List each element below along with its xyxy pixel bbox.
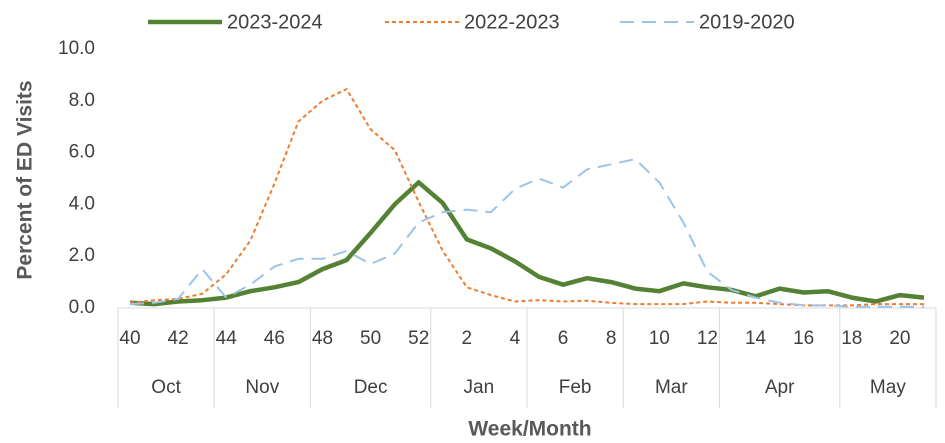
x-tick-label: 42 bbox=[168, 328, 189, 349]
x-tick-label: 14 bbox=[745, 328, 767, 349]
y-tick-label: 10.0 bbox=[58, 38, 95, 59]
x-tick-label: 50 bbox=[360, 328, 381, 349]
x-tick-label: 2 bbox=[462, 328, 473, 349]
month-label: Nov bbox=[245, 377, 279, 398]
x-tick-label: 52 bbox=[408, 328, 429, 349]
legend-label: 2022-2023 bbox=[464, 11, 560, 33]
y-tick-label: 8.0 bbox=[69, 90, 95, 111]
series-line bbox=[129, 180, 925, 307]
y-tick-label: 0.0 bbox=[69, 297, 95, 318]
x-tick-label: 20 bbox=[889, 328, 910, 349]
x-tick-label: 8 bbox=[606, 328, 617, 349]
x-tick-label: 44 bbox=[216, 328, 238, 349]
x-tick-label: 46 bbox=[264, 328, 285, 349]
y-axis-title: Percent of ED Visits bbox=[14, 80, 37, 279]
month-label: Feb bbox=[559, 377, 592, 398]
legend-label: 2019-2020 bbox=[699, 11, 795, 33]
series-line bbox=[129, 88, 924, 307]
y-tick-label: 2.0 bbox=[69, 245, 95, 266]
month-label: Mar bbox=[655, 377, 688, 398]
y-tick-label: 4.0 bbox=[69, 193, 95, 214]
x-axis-title: Week/Month bbox=[468, 418, 591, 441]
series-line bbox=[129, 158, 924, 308]
x-tick-label: 10 bbox=[649, 328, 670, 349]
x-tick-label: 18 bbox=[841, 328, 862, 349]
month-label: Jan bbox=[464, 377, 495, 398]
month-label: Dec bbox=[354, 377, 388, 398]
x-tick-label: 4 bbox=[510, 328, 521, 349]
x-tick-label: 40 bbox=[119, 328, 140, 349]
x-tick-label: 16 bbox=[793, 328, 814, 349]
x-tick-label: 6 bbox=[558, 328, 569, 349]
month-label: Oct bbox=[151, 377, 181, 398]
month-label: May bbox=[870, 377, 906, 398]
x-tick-label: 12 bbox=[697, 328, 718, 349]
x-tick-label: 48 bbox=[312, 328, 333, 349]
y-tick-label: 6.0 bbox=[69, 142, 95, 163]
legend-label: 2023-2024 bbox=[227, 11, 323, 33]
month-label: Apr bbox=[765, 377, 795, 398]
